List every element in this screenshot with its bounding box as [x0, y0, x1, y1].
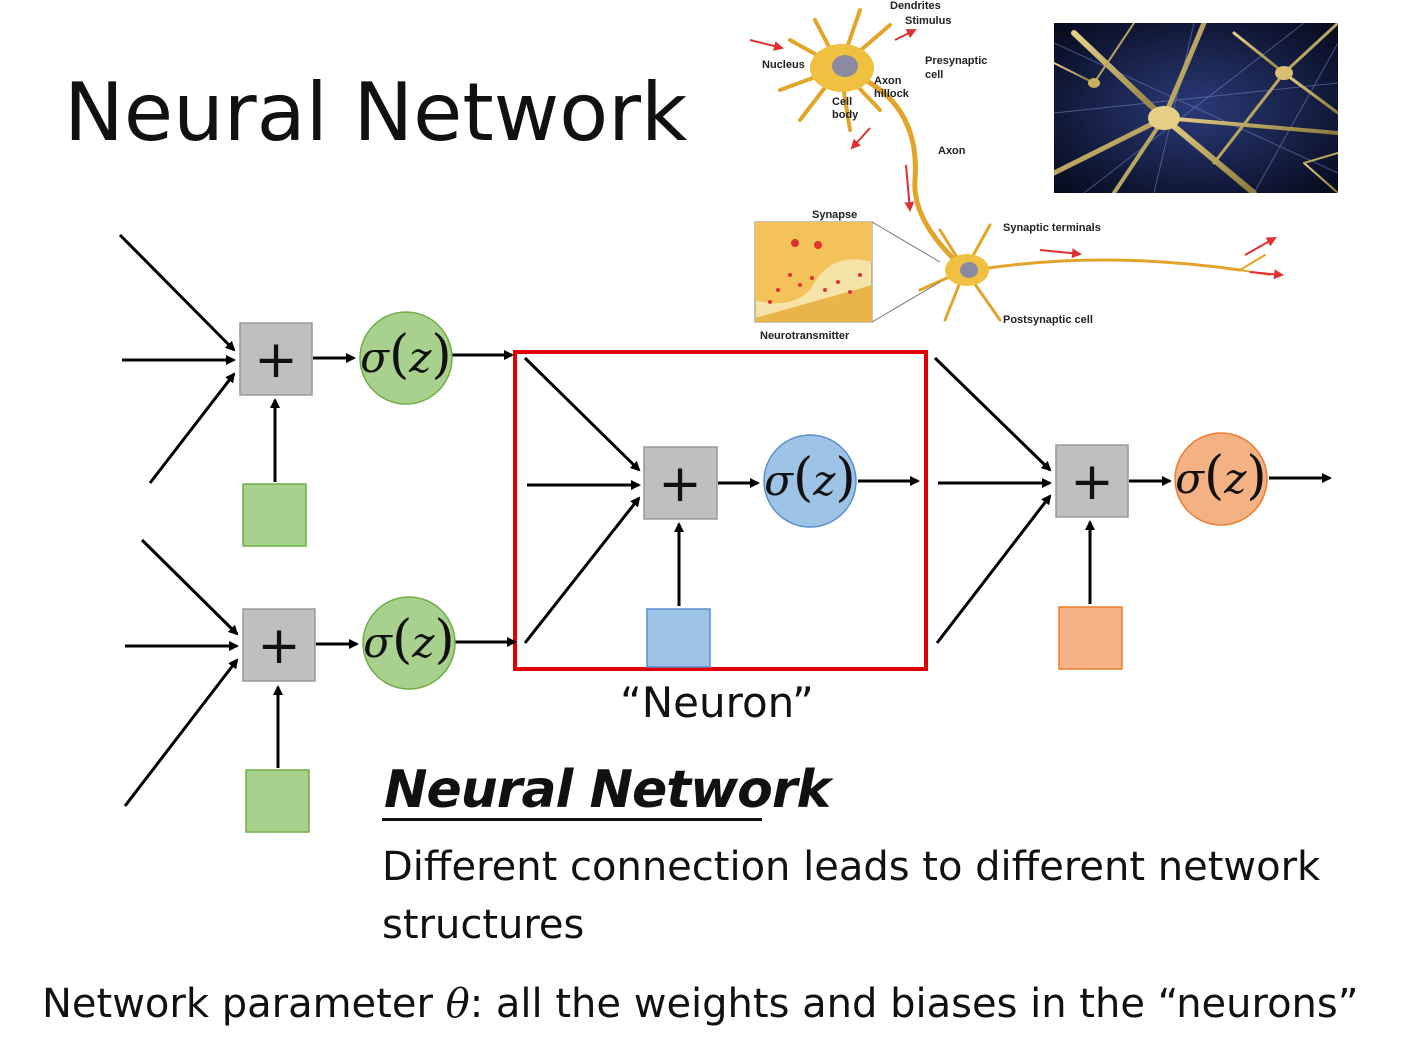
label-axon: Axon — [938, 145, 966, 157]
label-cell-body-2: body — [832, 109, 859, 121]
label-cell-body: Cell — [832, 96, 852, 108]
sum-symbol: + — [257, 616, 301, 676]
label-synaptic-terminals: Synaptic terminals — [1003, 222, 1101, 234]
heading-underline — [382, 818, 762, 821]
activation-node — [1174, 432, 1268, 526]
label-neurotransmitter: Neurotransmitter — [760, 330, 850, 342]
neuron-a: + σ(z) — [239, 311, 453, 547]
activation-label: σ(z) — [764, 448, 855, 508]
slide-title: Neural Network — [64, 66, 688, 159]
section-description: Different connection leads to different … — [382, 844, 1321, 948]
sum-symbol: + — [254, 330, 298, 390]
sum-symbol: + — [658, 454, 702, 514]
bias-box — [1058, 606, 1123, 670]
section-heading: Neural Network — [384, 760, 831, 820]
sum-symbol: + — [1070, 452, 1114, 512]
activation-label: σ(z) — [363, 610, 454, 670]
neuron-caption: “Neuron” — [620, 678, 814, 727]
neuron-highlight-box — [513, 350, 928, 671]
label-axon-hillock-2: hillock — [874, 88, 910, 100]
activation-node — [359, 311, 453, 405]
neuron-photo — [1054, 23, 1338, 193]
sum-node — [239, 322, 313, 396]
sum-node — [1055, 444, 1129, 518]
label-axon-hillock: Axon — [874, 75, 902, 87]
bias-box — [242, 483, 307, 547]
neuron-d-output: + σ(z) — [1055, 432, 1268, 670]
neuron-b: + σ(z) — [242, 596, 456, 833]
sum-node — [242, 608, 316, 682]
label-presynaptic: Presynaptic — [925, 55, 987, 67]
label-postsynaptic: Postsynaptic cell — [1003, 314, 1093, 326]
bias-box — [245, 769, 310, 833]
label-stimulus: Stimulus — [905, 15, 951, 27]
bias-box — [646, 608, 711, 668]
activation-node — [362, 596, 456, 690]
label-dendrites: Dendrites — [890, 0, 941, 12]
label-nucleus: Nucleus — [762, 59, 805, 71]
bio-neuron-illustration: Dendrites Stimulus Nucleus Presynaptic c… — [749, 0, 1284, 342]
parameter-suffix: : all the weights and biases in the “neu… — [469, 981, 1359, 1027]
parameter-line: Network parameter θ: all the weights and… — [42, 981, 1358, 1027]
label-synapse: Synapse — [812, 209, 857, 221]
activation-node — [763, 434, 857, 528]
neuron-c-highlighted: + σ(z) — [643, 434, 857, 668]
parameter-prefix: Network parameter — [42, 981, 446, 1027]
sum-node — [643, 446, 718, 520]
activation-label: σ(z) — [360, 325, 451, 385]
connection-arrows — [118, 233, 1332, 807]
activation-label: σ(z) — [1175, 446, 1266, 506]
label-presynaptic-2: cell — [925, 69, 943, 81]
theta-symbol: θ — [445, 981, 470, 1027]
